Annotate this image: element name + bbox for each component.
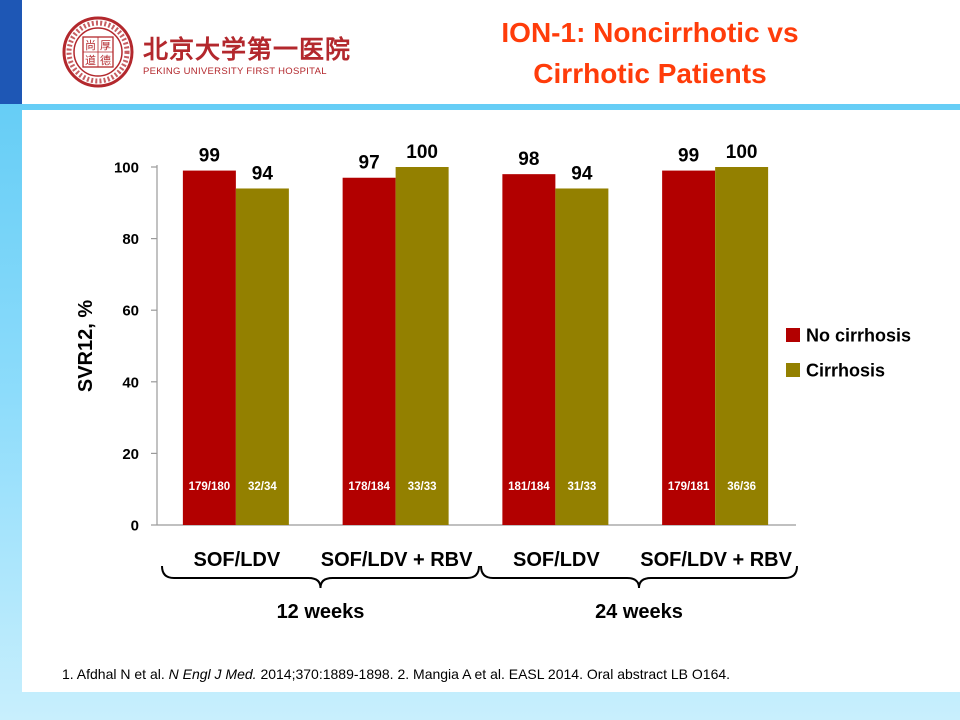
content-panel bbox=[22, 110, 960, 692]
legend-label: Cirrhosis bbox=[806, 361, 885, 381]
bar-ratio-label: 178/184 bbox=[348, 481, 390, 493]
group-label: 12 weeks bbox=[277, 601, 365, 623]
group-brace bbox=[161, 565, 480, 589]
bar bbox=[555, 188, 609, 526]
accent-bar bbox=[0, 0, 22, 104]
title-line-2: Cirrhotic Patients bbox=[533, 58, 767, 89]
seal-char-1: 尚 bbox=[85, 38, 96, 52]
bar-value-label: 94 bbox=[252, 163, 274, 184]
bar-ratio-label: 181/184 bbox=[508, 481, 550, 493]
title-line-1: ION-1: Noncirrhotic vs bbox=[501, 17, 799, 48]
seal-char-3: 道 bbox=[85, 53, 96, 67]
y-tick-label: 0 bbox=[131, 518, 139, 535]
bar-value-label: 100 bbox=[726, 142, 758, 163]
footnote-part-1: 1. Afdhal N et al. bbox=[62, 666, 169, 682]
y-tick-label: 100 bbox=[114, 160, 139, 177]
bar-value-label: 100 bbox=[406, 142, 438, 163]
bar bbox=[502, 174, 556, 525]
category-label: SOF/LDV bbox=[194, 549, 281, 571]
legend-label: No cirrhosis bbox=[806, 326, 911, 346]
bar-ratio-label: 31/33 bbox=[567, 481, 596, 493]
legend-swatch bbox=[786, 328, 800, 342]
bar-value-label: 99 bbox=[678, 146, 699, 167]
y-tick-label: 20 bbox=[122, 446, 139, 463]
bar bbox=[182, 170, 236, 525]
bar-ratio-label: 36/36 bbox=[727, 481, 756, 493]
footnote-journal: N Engl J Med. bbox=[168, 666, 257, 682]
bar-value-label: 98 bbox=[518, 149, 539, 170]
category-label: SOF/LDV bbox=[513, 549, 600, 571]
legend-swatch bbox=[786, 363, 800, 377]
bar bbox=[715, 167, 769, 525]
seal-char-2: 厚 bbox=[100, 39, 111, 52]
bar-ratio-label: 33/33 bbox=[408, 481, 437, 493]
group-brace bbox=[480, 565, 798, 589]
bar bbox=[342, 177, 396, 526]
group-label: 24 weeks bbox=[595, 601, 683, 623]
bar bbox=[662, 170, 716, 525]
bar bbox=[395, 167, 449, 525]
header bbox=[22, 0, 960, 104]
seal-char-4: 德 bbox=[100, 53, 111, 67]
bar-value-label: 94 bbox=[571, 163, 593, 184]
slide-title: ION-1: Noncirrhotic vs Cirrhotic Patient… bbox=[460, 12, 840, 94]
y-tick-label: 80 bbox=[122, 231, 139, 248]
category-label: SOF/LDV + RBV bbox=[321, 549, 473, 571]
y-axis-label: SVR12, % bbox=[75, 300, 97, 392]
footnote-part-2: 2014;370:1889-1898. 2. Mangia A et al. E… bbox=[256, 666, 731, 682]
category-label: SOF/LDV + RBV bbox=[640, 549, 792, 571]
bar-ratio-label: 32/34 bbox=[248, 481, 277, 493]
hospital-name-en: PEKING UNIVERSITY FIRST HOSPITAL bbox=[143, 66, 327, 77]
hospital-seal-icon: 尚 厚 道 德 bbox=[62, 16, 134, 88]
bar-ratio-label: 179/180 bbox=[189, 481, 231, 493]
bar-value-label: 99 bbox=[199, 146, 220, 167]
bar bbox=[235, 188, 289, 526]
hospital-name-cn: 北京大学第一医院 bbox=[143, 35, 352, 64]
y-tick-label: 40 bbox=[122, 374, 139, 391]
bar-value-label: 97 bbox=[359, 153, 380, 174]
footnote: 1. Afdhal N et al. N Engl J Med. 2014;37… bbox=[62, 666, 730, 682]
bar-ratio-label: 179/181 bbox=[668, 481, 710, 493]
y-tick-label: 60 bbox=[122, 303, 139, 320]
